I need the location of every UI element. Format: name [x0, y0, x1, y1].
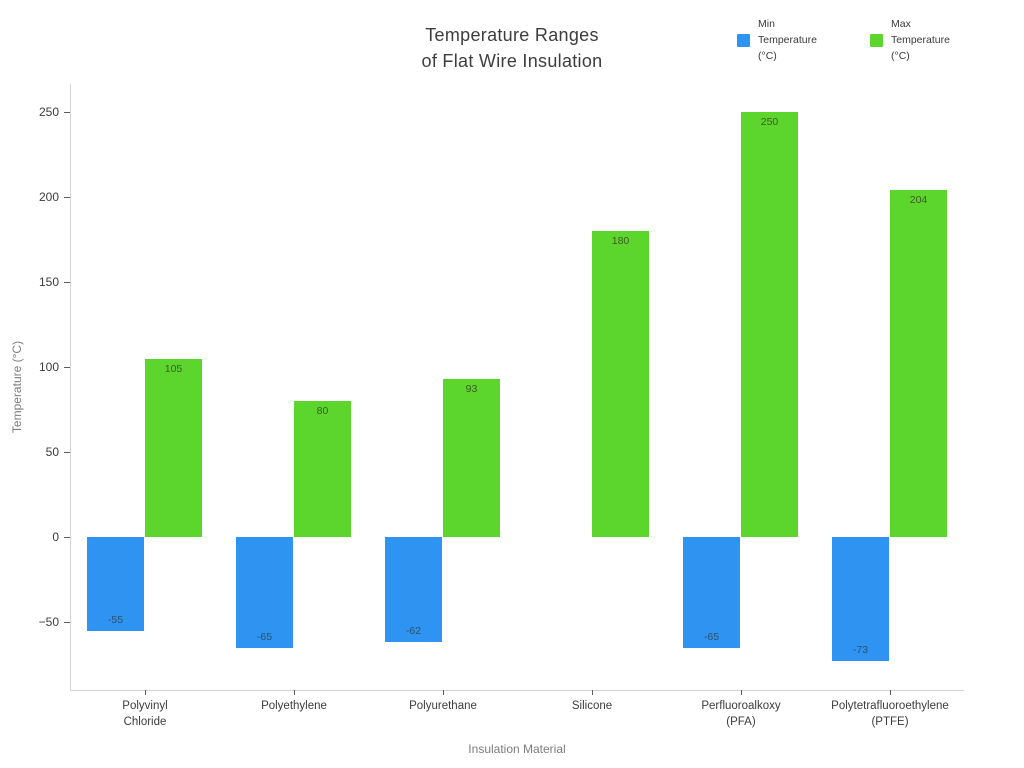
bar-min-temperature — [87, 537, 144, 631]
bar-value-label: -73 — [852, 644, 869, 657]
legend-label-line: Temperature — [758, 34, 817, 46]
x-category-label: Polyethylene — [204, 698, 384, 714]
y-tick-label: 0 — [52, 530, 59, 544]
legend-label-line: (°C) — [758, 50, 777, 62]
x-category-label-line: Polyethylene — [261, 700, 327, 712]
legend-label-max: Max Temperature (°C) — [891, 16, 950, 64]
bar-value-label: -55 — [107, 613, 124, 626]
bar-value-label: 93 — [465, 382, 478, 395]
chart-title-line1: Temperature Ranges — [425, 25, 599, 45]
y-axis-line — [70, 84, 71, 691]
x-tick-mark — [443, 690, 444, 695]
bar-value-label: 105 — [164, 362, 183, 375]
y-tick-label: −50 — [38, 615, 59, 629]
y-tick-mark — [64, 537, 70, 538]
legend: Min Temperature (°C) Max Temperature (°C) — [0, 16, 1024, 68]
x-tick-mark — [145, 690, 146, 695]
bar-max-temperature — [294, 401, 351, 537]
y-tick-mark — [64, 112, 70, 113]
x-category-label-line: Polytetrafluoroethylene — [831, 700, 949, 712]
x-category-label: Perfluoroalkoxy (PFA) — [651, 698, 831, 730]
x-category-label-line: (PTFE) — [871, 716, 909, 728]
y-tick-label: 250 — [38, 105, 59, 119]
bar-max-temperature — [145, 358, 202, 537]
bar-min-temperature — [385, 537, 442, 643]
legend-label-line: Temperature — [891, 34, 950, 46]
x-category-label-line: Polyurethane — [409, 700, 477, 712]
x-tick-mark — [890, 690, 891, 695]
legend-label-line: (°C) — [891, 50, 910, 62]
legend-swatch-min — [737, 33, 750, 47]
x-category-label-line: Polyvinyl — [122, 700, 168, 712]
chart-title-line2: of Flat Wire Insulation — [421, 51, 603, 71]
x-axis-title: Insulation Material — [468, 742, 566, 756]
x-tick-mark — [592, 690, 593, 695]
bar-max-temperature — [592, 231, 649, 537]
bar-value-label: 204 — [909, 194, 928, 207]
bar-min-temperature — [683, 537, 740, 648]
y-tick-mark — [64, 622, 70, 623]
y-tick-label: 150 — [38, 275, 59, 289]
legend-label-line: Max — [891, 18, 911, 30]
bar-value-label: -62 — [405, 625, 422, 638]
legend-item-min[interactable]: Min Temperature (°C) — [737, 16, 817, 64]
legend-label-min: Min Temperature (°C) — [758, 16, 817, 64]
x-tick-mark — [741, 690, 742, 695]
bar-min-temperature — [832, 537, 889, 662]
y-tick-label: 200 — [38, 190, 59, 204]
legend-label-line: Min — [758, 18, 775, 30]
x-category-label-line: Perfluoroalkoxy — [701, 700, 781, 712]
x-category-label: Polyurethane — [353, 698, 533, 714]
chart-title: Temperature Ranges of Flat Wire Insulati… — [0, 22, 1024, 74]
y-tick-label: 100 — [38, 360, 59, 374]
bar-min-temperature — [236, 537, 293, 648]
bar-value-label: 180 — [611, 235, 630, 247]
y-tick-label: 50 — [45, 445, 59, 459]
x-category-label-line: (PFA) — [726, 716, 756, 728]
bar-max-temperature — [741, 112, 798, 537]
legend-swatch-max — [870, 33, 883, 47]
legend-item-max[interactable]: Max Temperature (°C) — [870, 16, 950, 64]
bar-value-label: -65 — [256, 630, 273, 643]
bar-value-label: 250 — [760, 116, 779, 128]
x-category-label: Silicone — [502, 698, 682, 714]
x-category-label: Polytetrafluoroethylene (PTFE) — [800, 698, 980, 730]
bar-value-label: 80 — [316, 405, 329, 417]
x-axis-line — [70, 690, 964, 691]
x-category-label: Polyvinyl Chloride — [55, 698, 235, 730]
bar-max-temperature — [443, 378, 500, 537]
x-tick-mark — [294, 690, 295, 695]
y-tick-mark — [64, 367, 70, 368]
bar-value-label: -65 — [703, 630, 720, 643]
y-tick-mark — [64, 282, 70, 283]
x-category-label-line: Chloride — [123, 716, 167, 728]
y-tick-mark — [64, 197, 70, 198]
bar-max-temperature — [890, 190, 947, 537]
x-category-label-line: Silicone — [571, 700, 613, 712]
y-tick-mark — [64, 452, 70, 453]
y-axis-title: Temperature (°C) — [10, 340, 24, 434]
